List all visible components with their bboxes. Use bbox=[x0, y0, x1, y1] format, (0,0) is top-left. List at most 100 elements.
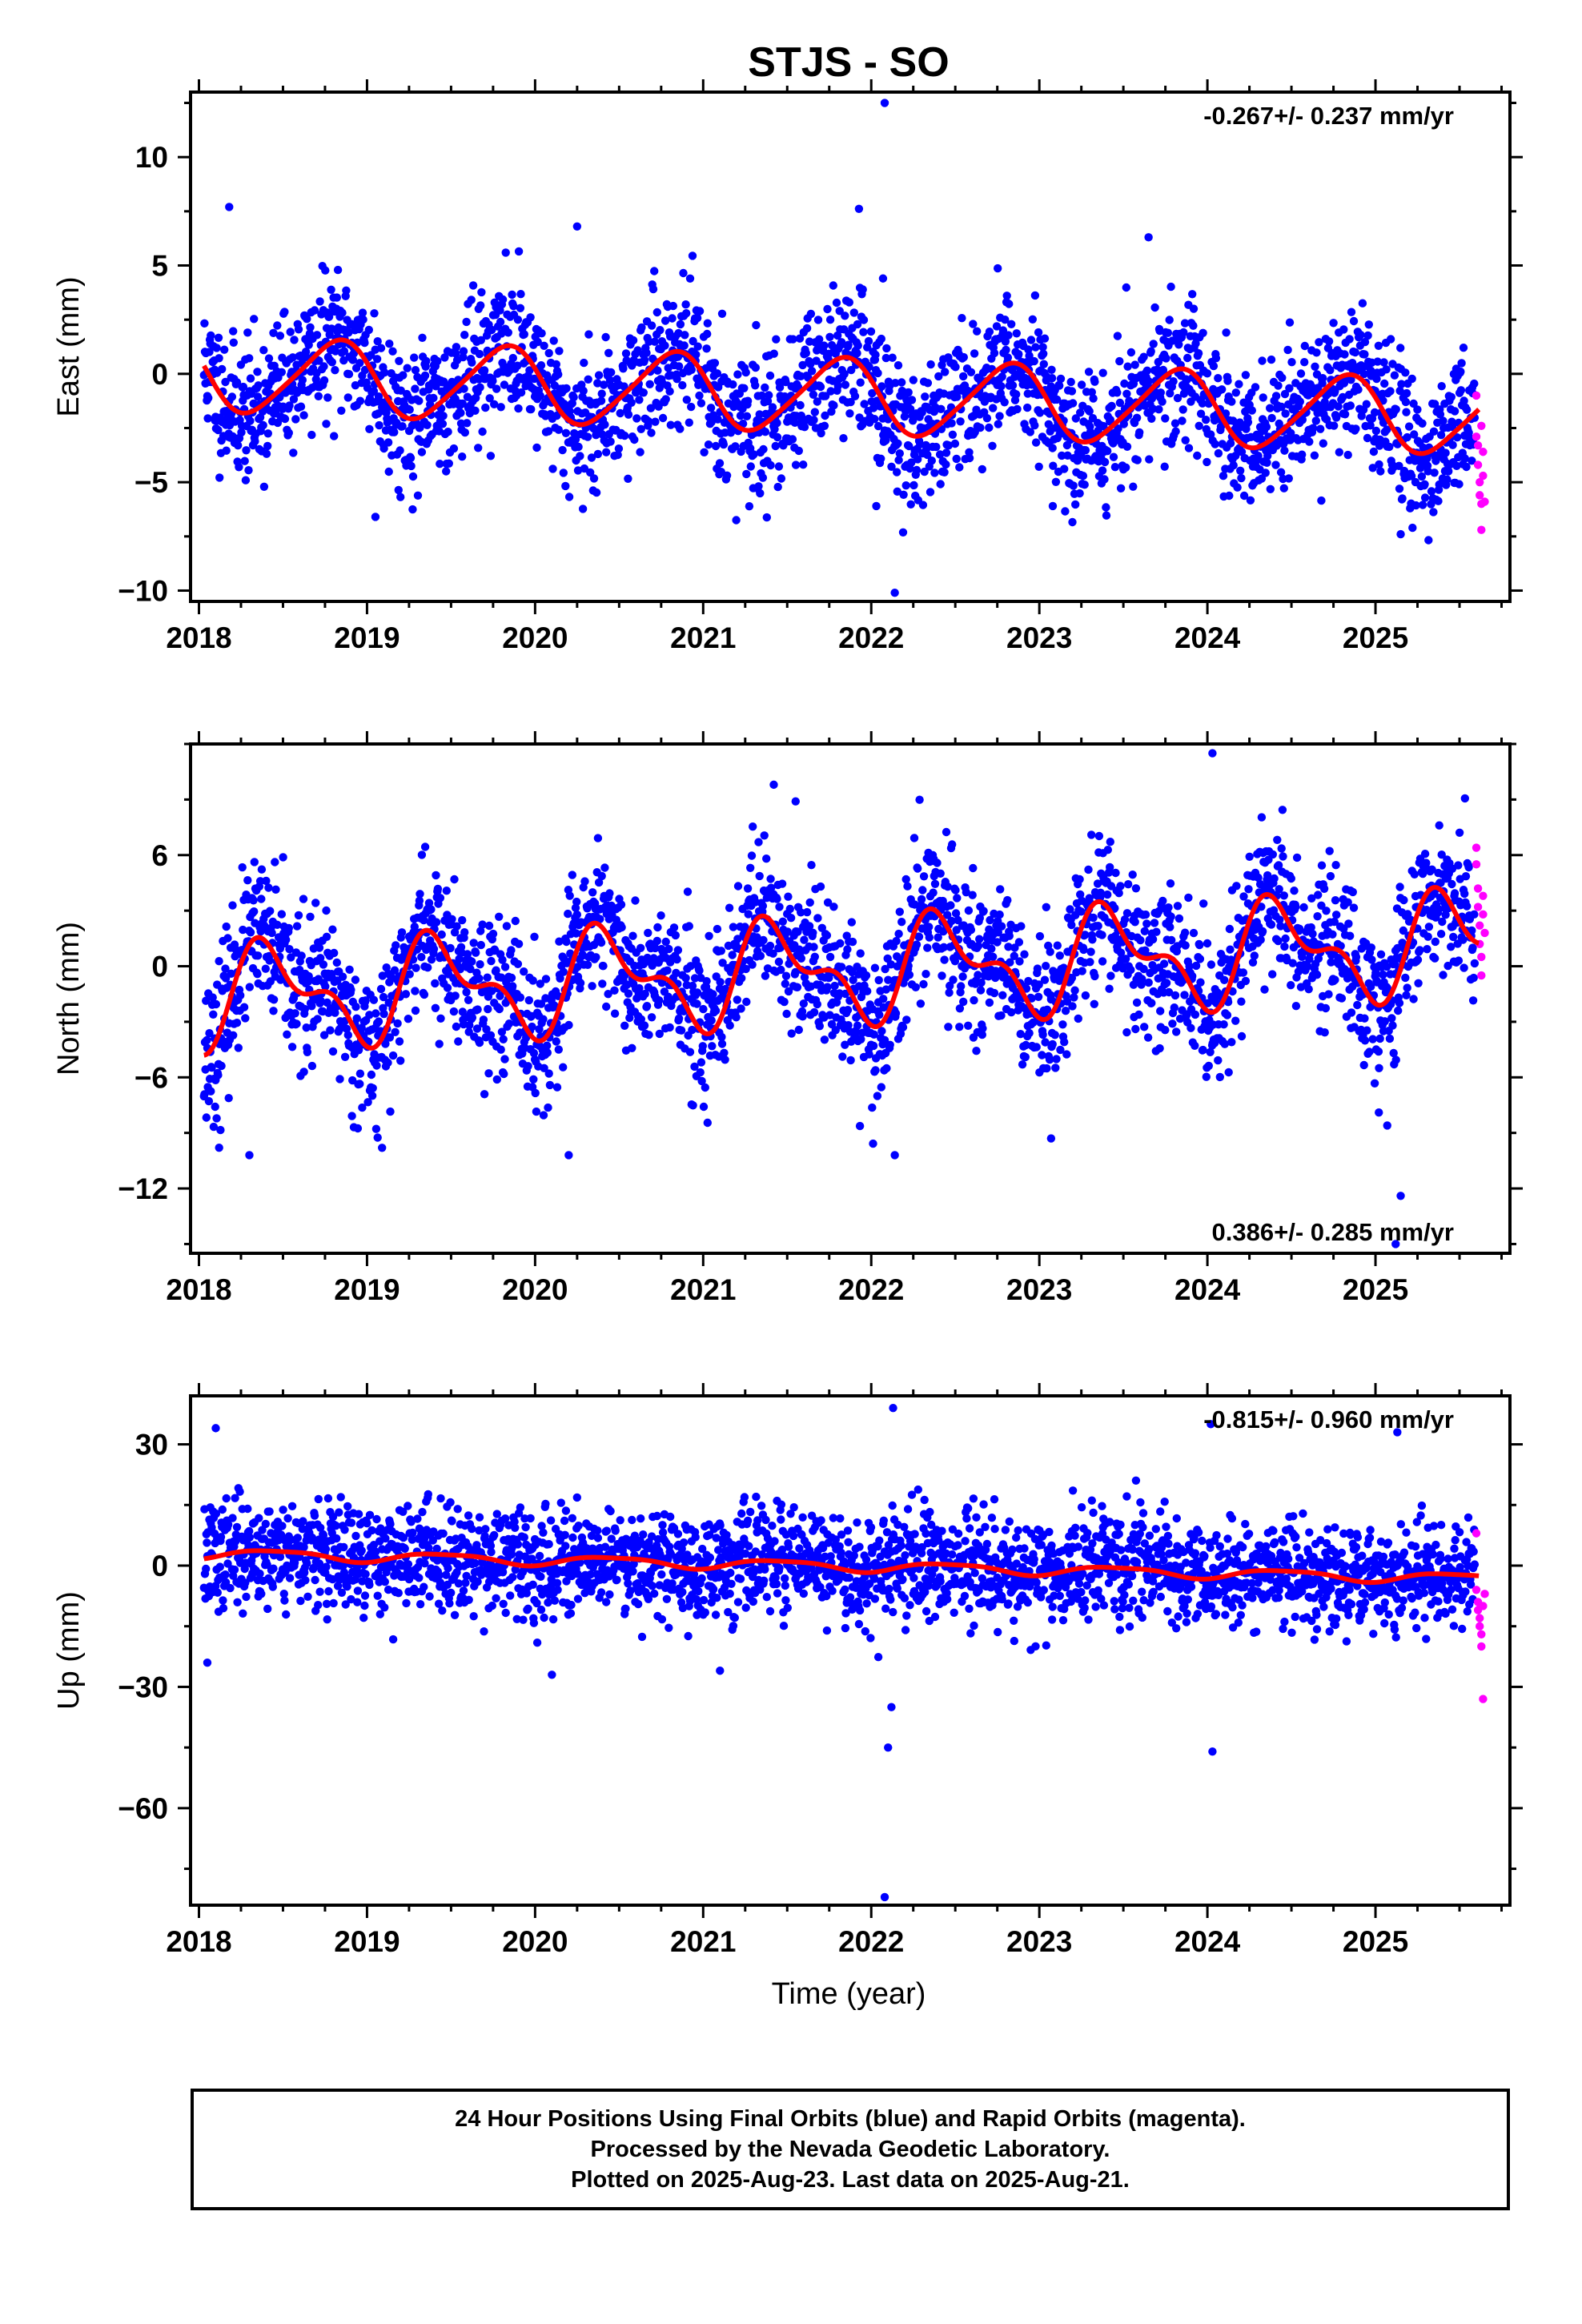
final-orbit-point bbox=[273, 321, 282, 330]
final-orbit-point bbox=[1044, 420, 1054, 428]
panel-2: 2018 2019 2020 2021 2022 2023 2024 202560−6−12N… bbox=[52, 731, 1523, 1306]
final-orbit-point bbox=[868, 388, 877, 398]
final-orbit-point bbox=[379, 992, 388, 1002]
final-orbit-point bbox=[765, 941, 775, 951]
final-orbit-point bbox=[583, 432, 592, 441]
final-orbit-point bbox=[722, 471, 732, 480]
final-orbit-point bbox=[990, 988, 999, 998]
final-orbit-point bbox=[685, 1047, 695, 1056]
final-orbit-point bbox=[1379, 418, 1388, 427]
final-orbit-point bbox=[732, 516, 741, 525]
final-orbit-point bbox=[365, 424, 374, 433]
final-orbit-point bbox=[580, 877, 589, 886]
final-orbit-point bbox=[302, 352, 311, 362]
final-orbit-point bbox=[998, 326, 1008, 335]
final-orbit-point bbox=[951, 363, 960, 372]
final-orbit-point bbox=[468, 957, 476, 966]
final-orbit-point bbox=[217, 1061, 226, 1071]
final-orbit-point bbox=[253, 392, 263, 401]
final-orbit-point bbox=[371, 1009, 380, 1018]
final-orbit-point bbox=[640, 1021, 649, 1030]
final-orbit-point bbox=[1113, 388, 1122, 397]
final-orbit-point bbox=[597, 871, 606, 881]
final-orbit-point bbox=[1247, 406, 1257, 415]
final-orbit-point bbox=[1335, 448, 1344, 456]
final-orbit-point bbox=[436, 460, 444, 468]
final-orbit-point bbox=[583, 960, 592, 970]
final-orbit-point bbox=[877, 454, 885, 463]
final-orbit-point bbox=[459, 347, 468, 356]
final-orbit-point bbox=[707, 1016, 716, 1025]
final-orbit-point bbox=[1106, 971, 1115, 980]
final-orbit-point bbox=[837, 963, 846, 971]
final-orbit-point bbox=[905, 404, 915, 413]
final-orbit-point bbox=[429, 393, 438, 403]
final-orbit-point bbox=[777, 474, 786, 483]
final-orbit-point bbox=[1448, 440, 1457, 449]
final-orbit-point bbox=[319, 960, 328, 969]
final-orbit-point bbox=[1235, 380, 1243, 388]
final-orbit-point bbox=[809, 1007, 819, 1017]
final-orbit-point bbox=[598, 979, 607, 988]
final-orbit-point bbox=[342, 286, 351, 295]
final-orbit-point bbox=[802, 907, 812, 917]
final-orbit-point bbox=[953, 894, 962, 903]
final-orbit-point bbox=[215, 957, 223, 966]
final-orbit-point bbox=[1431, 400, 1439, 408]
final-orbit-point bbox=[1168, 1019, 1177, 1028]
final-orbit-point bbox=[1285, 318, 1295, 327]
final-orbit-point bbox=[1279, 484, 1289, 493]
final-orbit-point bbox=[1189, 304, 1199, 313]
final-orbit-point bbox=[1186, 1023, 1195, 1032]
final-orbit-point bbox=[203, 414, 212, 423]
final-orbit-point bbox=[1062, 1050, 1071, 1059]
final-orbit-point bbox=[513, 959, 523, 969]
final-orbit-point bbox=[243, 876, 252, 885]
final-orbit-point bbox=[1455, 480, 1464, 489]
final-orbit-point bbox=[417, 952, 426, 962]
final-orbit-point bbox=[250, 858, 259, 866]
final-orbit-point bbox=[1180, 991, 1189, 999]
final-orbit-point bbox=[300, 1004, 309, 1014]
final-orbit-point bbox=[376, 984, 386, 994]
final-orbit-point bbox=[1014, 350, 1023, 359]
final-orbit-point bbox=[1146, 347, 1155, 356]
final-orbit-point bbox=[1031, 438, 1041, 447]
final-orbit-point bbox=[1224, 1068, 1233, 1077]
final-orbit-point bbox=[813, 999, 821, 1009]
final-orbit-point bbox=[388, 347, 397, 356]
final-orbit-point bbox=[420, 990, 429, 999]
final-orbit-point bbox=[296, 402, 306, 411]
final-orbit-point bbox=[950, 439, 960, 448]
final-orbit-point bbox=[1464, 428, 1473, 437]
final-orbit-point bbox=[650, 337, 659, 346]
final-orbit-point bbox=[520, 967, 528, 976]
final-orbit-point bbox=[460, 331, 469, 340]
final-orbit-point bbox=[1351, 424, 1360, 433]
final-orbit-point bbox=[651, 417, 660, 426]
final-orbit-point bbox=[806, 309, 816, 319]
final-orbit-point bbox=[938, 971, 946, 980]
final-orbit-point bbox=[758, 473, 768, 482]
final-orbit-point bbox=[789, 335, 797, 344]
final-orbit-point bbox=[1024, 345, 1033, 354]
final-orbit-point bbox=[357, 1023, 366, 1032]
final-orbit-point bbox=[719, 440, 728, 449]
final-orbit-point bbox=[640, 356, 649, 364]
final-orbit-point bbox=[1196, 409, 1206, 418]
final-orbit-point bbox=[856, 949, 865, 958]
final-orbit-point bbox=[1102, 511, 1111, 520]
final-orbit-point bbox=[559, 468, 568, 477]
final-orbit-point bbox=[765, 371, 775, 380]
final-orbit-point bbox=[650, 267, 659, 275]
final-orbit-point bbox=[243, 328, 252, 337]
final-orbit-point bbox=[1133, 456, 1142, 464]
final-orbit-point bbox=[905, 441, 913, 451]
final-orbit-point bbox=[891, 1009, 901, 1018]
final-orbit-point bbox=[1131, 1024, 1140, 1034]
rapid-orbit-point bbox=[1479, 448, 1488, 456]
final-orbit-point bbox=[418, 333, 427, 342]
final-orbit-point bbox=[451, 991, 460, 1000]
final-orbit-point bbox=[254, 381, 263, 390]
final-orbit-point bbox=[787, 1029, 796, 1038]
